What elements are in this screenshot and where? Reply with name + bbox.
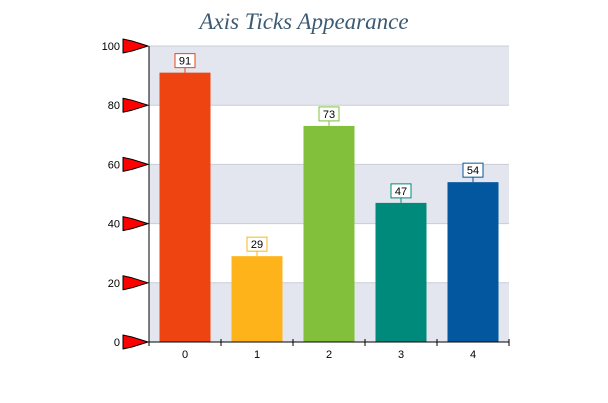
x-tick-label: 2	[326, 349, 332, 361]
y-tick-marker	[122, 38, 149, 54]
data-label-box	[462, 162, 484, 178]
y-tick-label: 100	[102, 41, 120, 53]
x-tick-label: 0	[182, 349, 188, 361]
data-label: 29	[246, 236, 268, 257]
chart-title: Axis Ticks Appearance	[197, 9, 408, 34]
data-label: 47	[390, 183, 412, 203]
data-label-box	[318, 106, 340, 122]
data-label-text: 29	[251, 239, 263, 251]
data-label-text: 73	[323, 109, 335, 121]
data-label-text: 47	[395, 186, 407, 198]
data-label-box	[390, 183, 412, 199]
y-tick-marker	[122, 216, 149, 232]
y-tick-marker	[122, 156, 149, 172]
bar	[303, 125, 355, 342]
data-label-box	[174, 53, 196, 69]
y-tick-label: 20	[108, 278, 120, 290]
y-tick-label: 60	[108, 159, 120, 171]
data-labels: 91 29 73 47 54	[174, 53, 484, 257]
y-tick-marker	[122, 97, 149, 113]
data-label-box	[246, 236, 268, 252]
bar	[375, 202, 427, 342]
data-label-text: 54	[467, 165, 479, 177]
bar	[159, 72, 211, 342]
bar	[231, 256, 283, 342]
x-tick-label: 3	[398, 349, 404, 361]
x-tick-label: 1	[254, 349, 260, 361]
data-label: 73	[318, 106, 340, 126]
bar	[447, 182, 499, 342]
data-label: 91	[174, 53, 196, 73]
data-label-text: 91	[179, 56, 191, 68]
y-tick-label: 40	[108, 219, 120, 231]
x-tick-label: 4	[470, 349, 476, 361]
y-tick-label: 0	[114, 337, 120, 349]
y-tick-marker	[122, 334, 149, 350]
data-label: 54	[462, 162, 484, 183]
y-tick-label: 80	[108, 100, 120, 112]
bars	[159, 72, 499, 342]
y-tick-marker	[122, 275, 149, 291]
